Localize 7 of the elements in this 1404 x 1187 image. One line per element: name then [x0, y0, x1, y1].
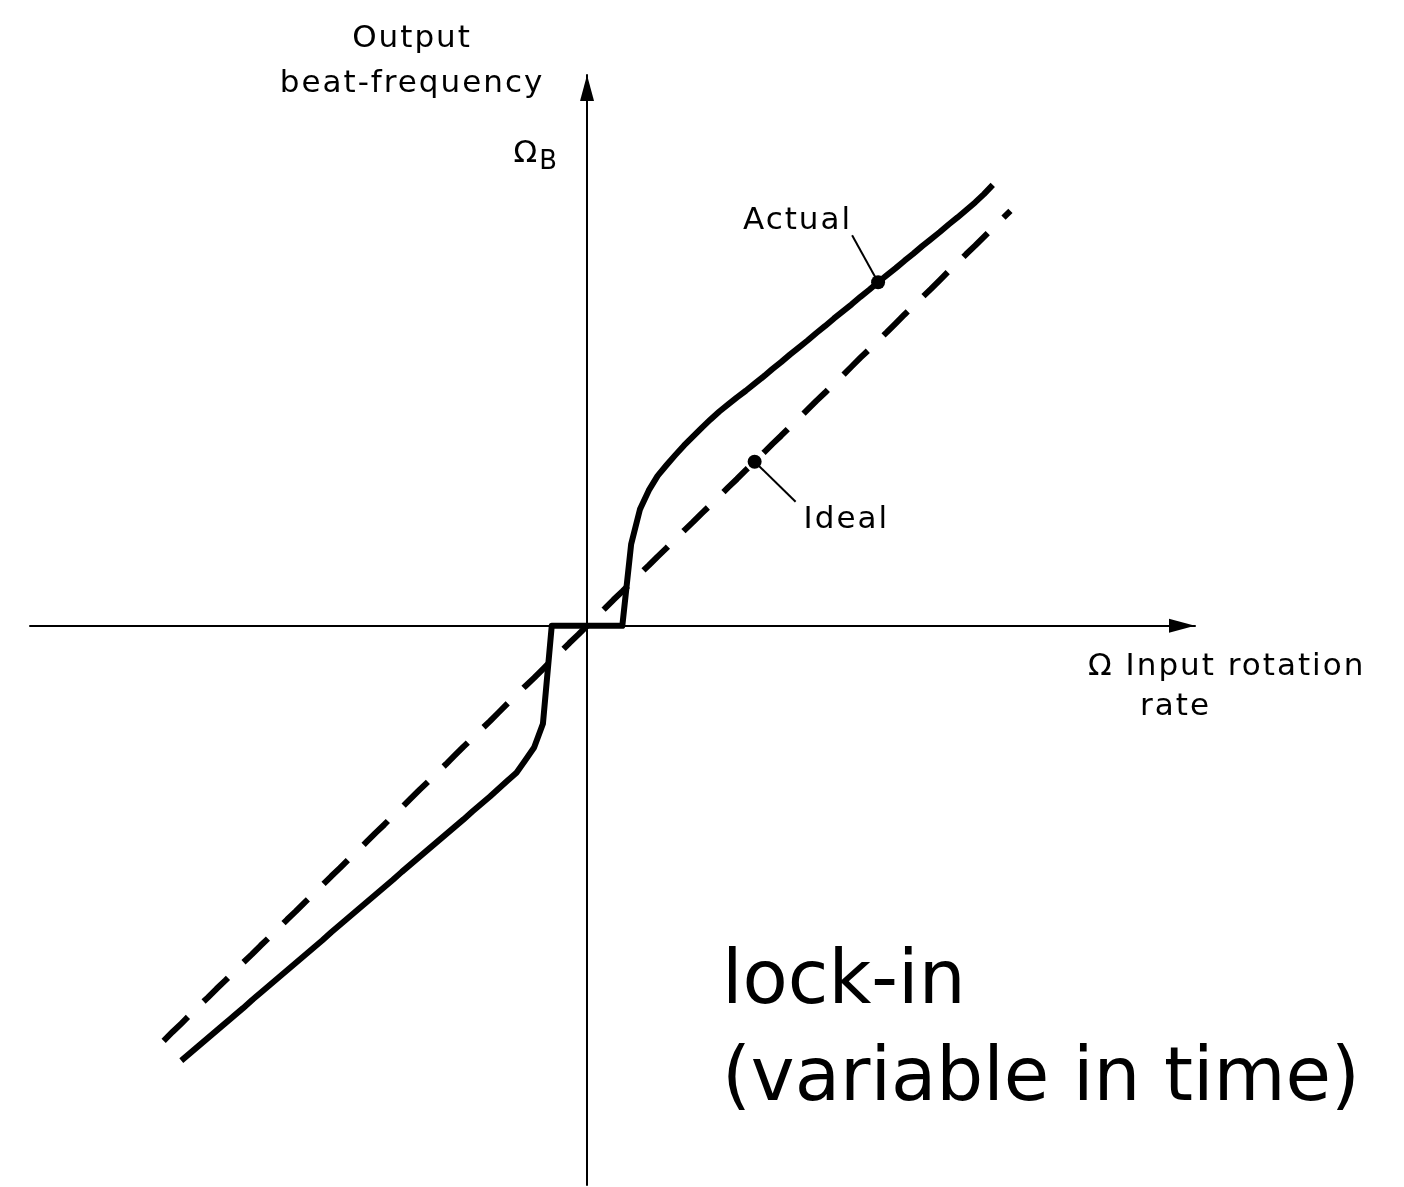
x-axis-title: Ω Input rotation rate	[1088, 646, 1366, 722]
y-axis-title: Output beat-frequency	[279, 18, 545, 99]
text: Ω$_{B}$	[513, 133, 560, 177]
annotation: Actual	[742, 200, 853, 238]
annotation: lock-in	[722, 933, 966, 1022]
annotation: (variable in time)	[722, 1030, 1360, 1119]
annotation: Ideal	[803, 498, 890, 536]
